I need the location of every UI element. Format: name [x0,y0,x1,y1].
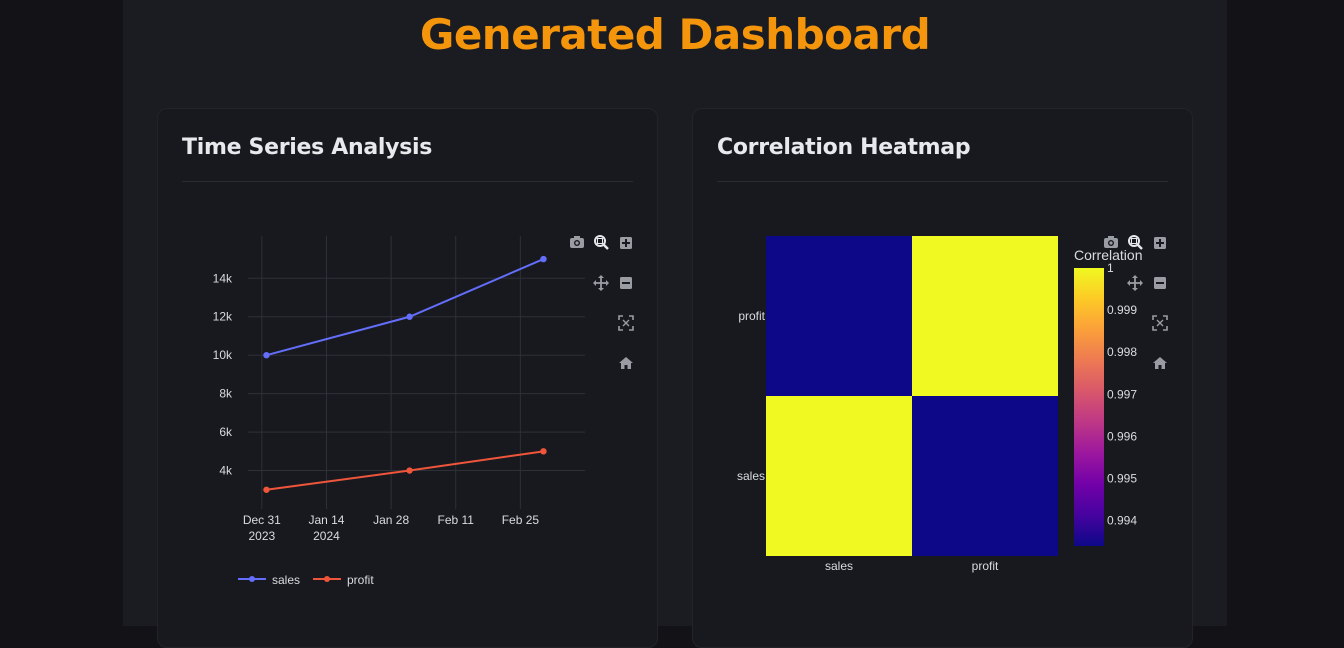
card-divider [182,181,633,182]
zoom-in-icon[interactable] [1154,237,1166,249]
data-point-sales [406,313,413,320]
heatmap-cell [912,236,1058,396]
legend-marker [324,576,330,582]
x-tick-label: Dec 31 [243,513,281,527]
x-tick-label: 2024 [313,529,340,543]
x-tick-label: 2023 [248,529,275,543]
legend-item[interactable]: profit [313,573,374,587]
y-tick-label: 8k [219,387,233,401]
y-tick-label: sales [737,469,765,483]
legend-label: sales [272,573,300,587]
colorbar-tick-label: 0.996 [1107,429,1137,443]
heatmap-card: Correlation Heatmap sales profit sales prof… [692,108,1193,648]
pan-icon[interactable] [593,275,609,291]
data-point-profit [406,467,413,474]
heatmap-cell [912,396,1058,556]
dashboard: Generated Dashboard Time Series Analysis… [123,0,1227,648]
x-tick-label: profit [972,559,999,573]
time-series-card: Time Series Analysis 4k 6k 8k 10k 12k 14k Dec … [157,108,658,648]
y-tick-label: 4k [219,464,233,478]
zoom-in-icon[interactable] [620,237,632,249]
camera-icon[interactable] [570,236,584,248]
home-icon[interactable] [619,357,633,369]
zoom-out-icon[interactable] [1154,277,1166,289]
data-point-profit [540,448,547,455]
zoom-out-icon[interactable] [620,277,632,289]
autoscale-icon[interactable] [618,315,634,331]
heatmap-cell [766,396,912,556]
legend-item[interactable]: sales [238,573,300,587]
camera-icon[interactable] [1104,236,1118,248]
data-point-sales [540,255,547,263]
card-divider [717,181,1168,182]
zoom-icon[interactable] [594,235,609,250]
colorbar-tick-label: 0.997 [1107,387,1137,401]
y-tick-label: 6k [219,425,233,439]
data-point-sales [263,351,270,359]
y-tick-label: 14k [213,271,233,285]
colorbar-tick-label: 0.995 [1107,472,1137,486]
colorbar-tick-label: 0.998 [1107,345,1137,359]
data-point-profit [263,486,270,493]
heatmap-cell [766,236,912,396]
home-icon[interactable] [1153,357,1167,369]
colorbar-tick-label: 1 [1107,261,1114,275]
series-line-sales [266,258,544,357]
zoom-icon[interactable] [1128,235,1143,250]
page-title: Generated Dashboard [419,10,931,59]
x-tick-label: Jan 28 [373,513,409,527]
pan-icon[interactable] [1127,275,1143,291]
x-tick-label: Jan 14 [308,513,344,527]
time-series-chart[interactable]: 4k 6k 8k 10k 12k 14k Dec 31 2023 Jan 14 2024 Jan 2… [158,109,659,629]
y-tick-label: 12k [213,310,233,324]
y-tick-label: profit [738,309,765,323]
card-title: Time Series Analysis [182,135,433,160]
colorbar [1074,268,1104,546]
x-tick-label: Feb 11 [438,513,475,527]
card-title: Correlation Heatmap [717,135,971,160]
x-tick-label: Feb 25 [502,513,540,527]
y-tick-label: 10k [213,348,233,362]
colorbar-title: Correlation [1074,247,1142,263]
x-tick-label: sales [825,559,853,573]
legend-label: profit [347,573,374,587]
colorbar-tick-label: 0.994 [1107,514,1137,528]
colorbar-tick-label: 0.999 [1107,303,1137,317]
autoscale-icon[interactable] [1152,315,1168,331]
legend-marker [249,576,255,582]
